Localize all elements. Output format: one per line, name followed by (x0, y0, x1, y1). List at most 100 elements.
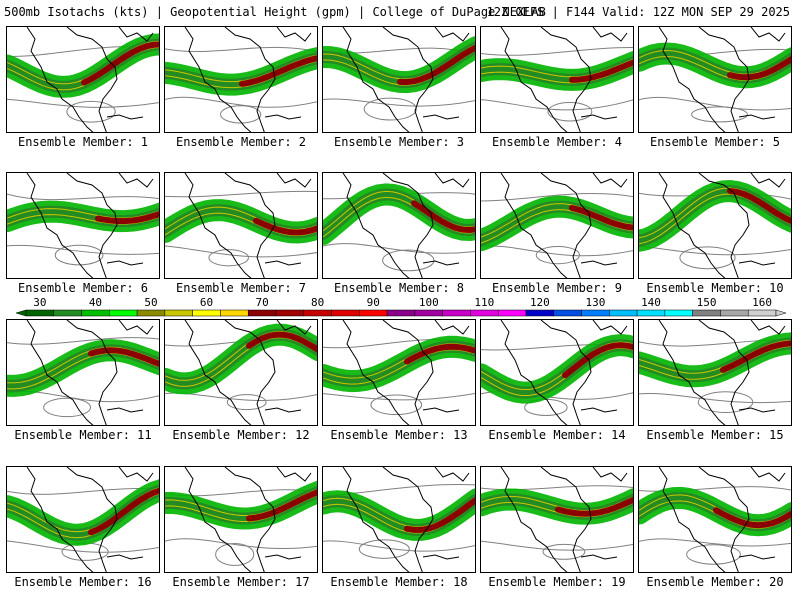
isotach-map (481, 27, 633, 132)
ensemble-member-map (638, 466, 792, 573)
colorbar-swatch (331, 309, 360, 317)
colorbar-swatch (609, 309, 638, 317)
ensemble-member-label: Ensemble Member: 18 (330, 575, 468, 589)
ensemble-member-label: Ensemble Member: 20 (646, 575, 784, 589)
ensemble-member-map (480, 319, 634, 426)
colorbar-swatch (720, 309, 749, 317)
ensemble-member-label: Ensemble Member: 3 (333, 135, 465, 149)
ensemble-member-label: Ensemble Member: 8 (333, 281, 465, 295)
colorbar-tick-label: 50 (144, 296, 157, 309)
ensemble-member-map (322, 466, 476, 573)
colorbar-swatch (136, 309, 166, 317)
ensemble-member-label: Ensemble Member: 10 (646, 281, 784, 295)
colorbar-swatch (664, 309, 693, 317)
colorbar-swatch (692, 309, 721, 317)
ensemble-member-label: Ensemble Member: 1 (17, 135, 149, 149)
colorbar-tick-label: 120 (530, 296, 550, 309)
ensemble-member-label: Ensemble Member: 15 (646, 428, 784, 442)
isotach-map (323, 467, 475, 572)
colorbar-swatch (553, 309, 582, 317)
ensemble-member-label: Ensemble Member: 2 (175, 135, 307, 149)
colorbar-tick-label: 90 (367, 296, 380, 309)
isotach-map (639, 27, 791, 132)
colorbar-tick-label: 60 (200, 296, 213, 309)
isotach-map (481, 467, 633, 572)
colorbar-swatch (636, 309, 666, 317)
colorbar-left-arrow (15, 309, 27, 317)
isotach-colorbar: 30405060708090100110120130140150160170 (15, 296, 787, 317)
isotach-map (7, 467, 159, 572)
ensemble-member-map (6, 26, 160, 133)
colorbar-tick-label: 110 (474, 296, 494, 309)
ensemble-member-label: Ensemble Member: 14 (488, 428, 626, 442)
colorbar-tick-label: 160 (752, 296, 772, 309)
isotach-map (165, 27, 317, 132)
colorbar-tick-label: 80 (311, 296, 324, 309)
ensemble-member-map (164, 172, 318, 279)
colorbar-swatch (470, 309, 499, 317)
colorbar-tick-label: 100 (419, 296, 439, 309)
colorbar-swatch (386, 309, 416, 317)
colorbar-swatch (53, 309, 82, 317)
ensemble-member-map (480, 26, 634, 133)
isotach-map (165, 467, 317, 572)
ensemble-member-map (6, 172, 160, 279)
ensemble-member-label: Ensemble Member: 9 (491, 281, 623, 295)
model-run-info: 12Z GEFS | F144 Valid: 12Z MON SEP 29 20… (486, 5, 790, 19)
colorbar-tick-label: 30 (33, 296, 46, 309)
colorbar-tick-label: 130 (586, 296, 606, 309)
ensemble-member-map (322, 319, 476, 426)
colorbar-swatch (25, 309, 55, 317)
ensemble-member-label: Ensemble Member: 11 (14, 428, 152, 442)
colorbar-tick-label: 150 (697, 296, 717, 309)
colorbar-tick-label: 140 (641, 296, 661, 309)
colorbar-swatch (109, 309, 138, 317)
ensemble-member-label: Ensemble Member: 16 (14, 575, 152, 589)
colorbar-tick-label: 40 (89, 296, 102, 309)
isotach-map (165, 173, 317, 278)
ensemble-member-label: Ensemble Member: 12 (172, 428, 310, 442)
colorbar-swatch (525, 309, 555, 317)
ensemble-member-map (638, 172, 792, 279)
colorbar-swatch (275, 309, 305, 317)
colorbar-swatch (581, 309, 610, 317)
isotach-map (639, 320, 791, 425)
ensemble-member-map (638, 319, 792, 426)
colorbar-swatch (414, 309, 443, 317)
colorbar-swatch (247, 309, 277, 317)
isotach-map (639, 467, 791, 572)
ensemble-member-map (322, 26, 476, 133)
isotach-map (481, 320, 633, 425)
isotach-map (7, 320, 159, 425)
ensemble-member-label: Ensemble Member: 19 (488, 575, 626, 589)
ensemble-member-map (164, 26, 318, 133)
ensemble-member-map (6, 319, 160, 426)
isotach-map (323, 173, 475, 278)
isotach-map (639, 173, 791, 278)
ensemble-member-map (480, 466, 634, 573)
isotach-map (323, 320, 475, 425)
isotach-map (481, 173, 633, 278)
ensemble-member-map (322, 172, 476, 279)
colorbar-swatch (359, 309, 388, 317)
ensemble-member-map (638, 26, 792, 133)
isotach-map (7, 173, 159, 278)
colorbar-swatch (442, 309, 471, 317)
colorbar-swatch (747, 309, 777, 317)
ensemble-member-map (164, 466, 318, 573)
colorbar-swatch (81, 309, 110, 317)
map-title: 500mb Isotachs (kts) | Geopotential Heig… (4, 5, 546, 19)
colorbar-swatch (164, 309, 193, 317)
ensemble-member-map (164, 319, 318, 426)
ensemble-member-label: Ensemble Member: 4 (491, 135, 623, 149)
ensemble-member-label: Ensemble Member: 6 (17, 281, 149, 295)
colorbar-right-arrow (775, 309, 787, 317)
colorbar-swatch (303, 309, 332, 317)
isotach-map (7, 27, 159, 132)
ensemble-member-map (6, 466, 160, 573)
colorbar-swatch (192, 309, 221, 317)
ensemble-member-label: Ensemble Member: 17 (172, 575, 310, 589)
isotach-map (323, 27, 475, 132)
colorbar-swatch (220, 309, 249, 317)
ensemble-member-label: Ensemble Member: 13 (330, 428, 468, 442)
